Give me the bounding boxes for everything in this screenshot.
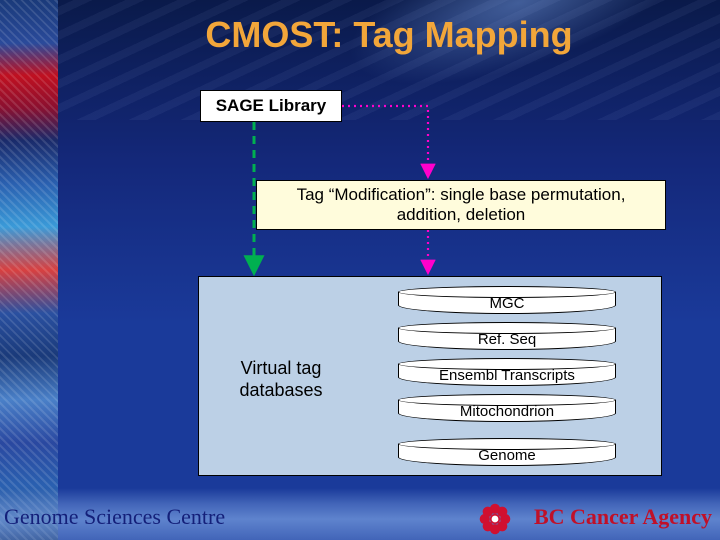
sage-library-box: SAGE Library bbox=[200, 90, 342, 122]
virtual-tag-label: Virtual tag databases bbox=[216, 358, 346, 401]
db-cylinder: Ensembl Transcripts bbox=[398, 358, 616, 386]
db-cylinder-lid bbox=[398, 394, 616, 406]
footer-left: Genome Sciences Centre bbox=[4, 504, 225, 530]
db-cylinder: Genome bbox=[398, 438, 616, 466]
db-cylinder-lid bbox=[398, 322, 616, 334]
modification-line2: addition, deletion bbox=[297, 205, 626, 225]
db-cylinder-lid bbox=[398, 358, 616, 370]
modification-box: Tag “Modification”: single base permutat… bbox=[256, 180, 666, 230]
db-cylinder-lid bbox=[398, 438, 616, 450]
db-cylinder: Mitochondrion bbox=[398, 394, 616, 422]
slide-title: CMOST: Tag Mapping bbox=[58, 14, 720, 56]
db-cylinder: Ref. Seq bbox=[398, 322, 616, 350]
sage-library-label: SAGE Library bbox=[216, 96, 327, 116]
agency-logo-icon bbox=[478, 502, 512, 536]
db-cylinder: MGC bbox=[398, 286, 616, 314]
db-cylinder-lid bbox=[398, 286, 616, 298]
modification-line1: Tag “Modification”: single base permutat… bbox=[297, 185, 626, 205]
footer-right: BC Cancer Agency bbox=[534, 504, 712, 530]
side-stripe bbox=[0, 0, 58, 540]
